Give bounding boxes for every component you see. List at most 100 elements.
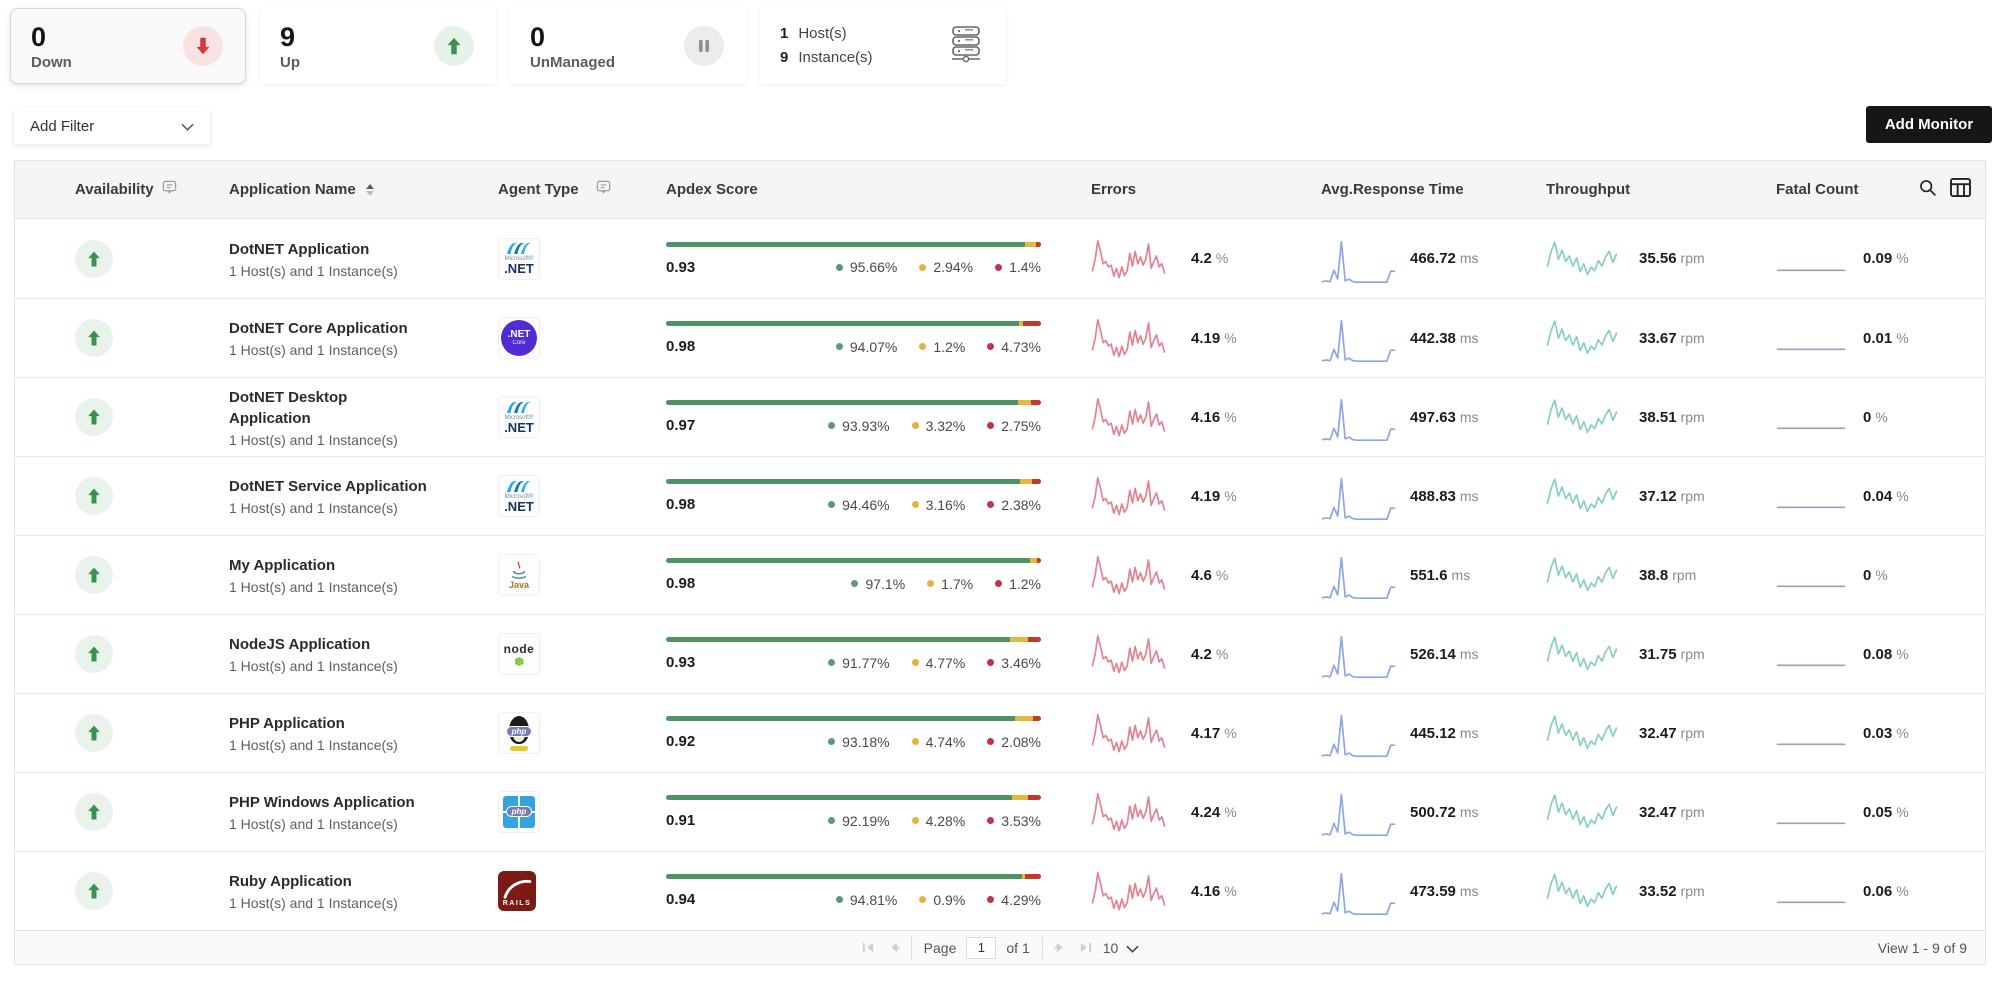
table-row[interactable]: My Application 1 Host(s) and 1 Instance(… [15, 535, 1985, 614]
errors-sparkline [1091, 864, 1166, 918]
apdex-tolerating-legend: 3.16% [911, 497, 965, 513]
filter-icon[interactable] [596, 180, 611, 199]
column-application-name[interactable]: Application Name [165, 181, 465, 198]
apdex-bar [666, 795, 1041, 800]
table-row[interactable]: PHP Windows Application 1 Host(s) and 1 … [15, 772, 1985, 851]
red-dot-icon [987, 343, 995, 350]
availability-cell [15, 556, 165, 594]
apdex-value: 0.92 [666, 733, 696, 750]
up-arrow-icon [75, 714, 113, 752]
page-size-select[interactable]: 10 [1103, 940, 1140, 956]
fatal-sparkline [1776, 718, 1846, 748]
apdex-value: 0.94 [666, 891, 696, 908]
application-name-link[interactable]: PHP Windows Application [229, 794, 415, 811]
apdex-frustrated-legend: 3.46% [987, 655, 1041, 671]
throughput-cell: 38.8 rpm [1520, 548, 1750, 602]
column-agent-type[interactable]: Agent Type [465, 180, 625, 199]
application-name-link[interactable]: My Application [229, 557, 336, 574]
apdex-cell: 0.93 91.77% 4.77% 3.46% [625, 637, 1045, 671]
apdex-tolerating-legend: 0.9% [919, 892, 965, 908]
application-name-cell: PHP Windows Application 1 Host(s) and 1 … [165, 792, 465, 832]
table-row[interactable]: NodeJS Application 1 Host(s) and 1 Insta… [15, 614, 1985, 693]
rails-icon: RAILS [498, 871, 536, 911]
table-row[interactable]: PHP Application 1 Host(s) and 1 Instance… [15, 693, 1985, 772]
apdex-value: 0.98 [666, 575, 696, 592]
fatal-count-cell: 0.04% [1750, 481, 1925, 511]
table-row[interactable]: DotNET Core Application 1 Host(s) and 1 … [15, 298, 1985, 377]
page-input[interactable] [966, 936, 997, 959]
up-card[interactable]: 9 Up [260, 8, 496, 84]
yellow-dot-icon [919, 896, 927, 903]
column-chooser-icon[interactable] [1950, 178, 1971, 201]
first-page-icon[interactable] [861, 941, 876, 954]
errors-sparkline [1091, 390, 1166, 444]
response-sparkline [1321, 628, 1396, 680]
host-instance-subtitle: 1 Host(s) and 1 Instance(s) [229, 431, 398, 448]
page-group: Page of 1 [910, 936, 1043, 959]
fatal-count-cell: 0.05% [1750, 797, 1925, 827]
column-throughput[interactable]: Throughput [1546, 181, 1631, 198]
throughput-cell: 38.51 rpm [1520, 390, 1750, 444]
column-fatal-count[interactable]: Fatal Count [1776, 181, 1859, 198]
filter-icon[interactable] [162, 180, 177, 199]
application-name-link[interactable]: PHP Application [229, 715, 345, 732]
unmanaged-card[interactable]: 0 UnManaged [510, 8, 746, 84]
apdex-tolerating-legend: 1.7% [927, 576, 973, 592]
java-icon: Java [498, 554, 540, 596]
dotnet-icon: Microsoft® .NET [498, 237, 540, 280]
sort-icon[interactable] [365, 183, 374, 196]
column-availability[interactable]: Availability [15, 180, 176, 199]
next-page-icon[interactable] [1053, 941, 1068, 954]
column-apdex-score[interactable]: Apdex Score [666, 181, 758, 198]
last-page-icon[interactable] [1078, 941, 1093, 954]
yellow-dot-icon [911, 738, 919, 745]
response-sparkline [1321, 865, 1396, 917]
green-dot-icon [828, 817, 836, 824]
apdex-frustrated-legend: 1.2% [995, 576, 1041, 592]
throughput-sparkline [1546, 627, 1618, 681]
table-row[interactable]: DotNET Service Application 1 Host(s) and… [15, 456, 1985, 535]
apdex-frustrated-legend: 4.29% [987, 892, 1041, 908]
add-monitor-button[interactable]: Add Monitor [1866, 106, 1992, 143]
availability-cell [15, 635, 165, 673]
avg-response-cell: 526.14 ms [1285, 628, 1520, 680]
down-count: 0 [31, 21, 47, 52]
chevron-down-icon [181, 118, 194, 135]
apdex-satisfied-legend: 97.1% [851, 576, 905, 592]
table-row[interactable]: DotNET Application 1 Host(s) and 1 Insta… [15, 219, 1985, 298]
hosts-card[interactable]: 1 Host(s) 9 Instance(s) [760, 8, 1006, 84]
apdex-cell: 0.93 95.66% 2.94% 1.4% [625, 241, 1045, 276]
throughput-sparkline [1546, 864, 1618, 918]
application-name-link[interactable]: DotNET Core Application [229, 320, 408, 337]
errors-cell: 4.6% [1045, 548, 1285, 602]
fatal-sparkline [1776, 639, 1846, 669]
application-name-link[interactable]: DotNET Application [229, 240, 370, 258]
search-icon[interactable] [1917, 177, 1938, 202]
application-name-link[interactable]: DotNET Desktop Application [229, 388, 348, 427]
add-filter-dropdown[interactable]: Add Filter [14, 108, 210, 144]
response-sparkline [1321, 707, 1396, 759]
table-row[interactable]: Ruby Application 1 Host(s) and 1 Instanc… [15, 851, 1985, 930]
apdex-bar [666, 400, 1041, 405]
apdex-tolerating-legend: 3.32% [911, 418, 965, 434]
application-name-link[interactable]: DotNET Service Application [229, 478, 427, 495]
prev-page-icon[interactable] [886, 941, 901, 954]
chevron-down-icon [1126, 940, 1139, 956]
availability-cell [15, 872, 165, 910]
table-row[interactable]: DotNET Desktop Application 1 Host(s) and… [15, 377, 1985, 456]
column-errors[interactable]: Errors [1091, 181, 1137, 198]
throughput-sparkline [1546, 706, 1618, 760]
errors-sparkline [1091, 311, 1166, 365]
host-instance-subtitle: 1 Host(s) and 1 Instance(s) [229, 342, 398, 358]
red-dot-icon [987, 817, 995, 824]
apdex-value: 0.98 [666, 496, 696, 513]
fatal-sparkline [1776, 797, 1846, 827]
column-avg-response[interactable]: Avg.Response Time [1321, 181, 1464, 198]
application-name-link[interactable]: NodeJS Application [229, 636, 371, 653]
response-sparkline [1321, 233, 1396, 285]
fatal-sparkline [1776, 402, 1846, 432]
throughput-cell: 32.47 rpm [1520, 785, 1750, 839]
application-name-link[interactable]: Ruby Application [229, 873, 352, 890]
green-dot-icon [835, 263, 843, 271]
down-card[interactable]: 0 Down [10, 8, 246, 84]
